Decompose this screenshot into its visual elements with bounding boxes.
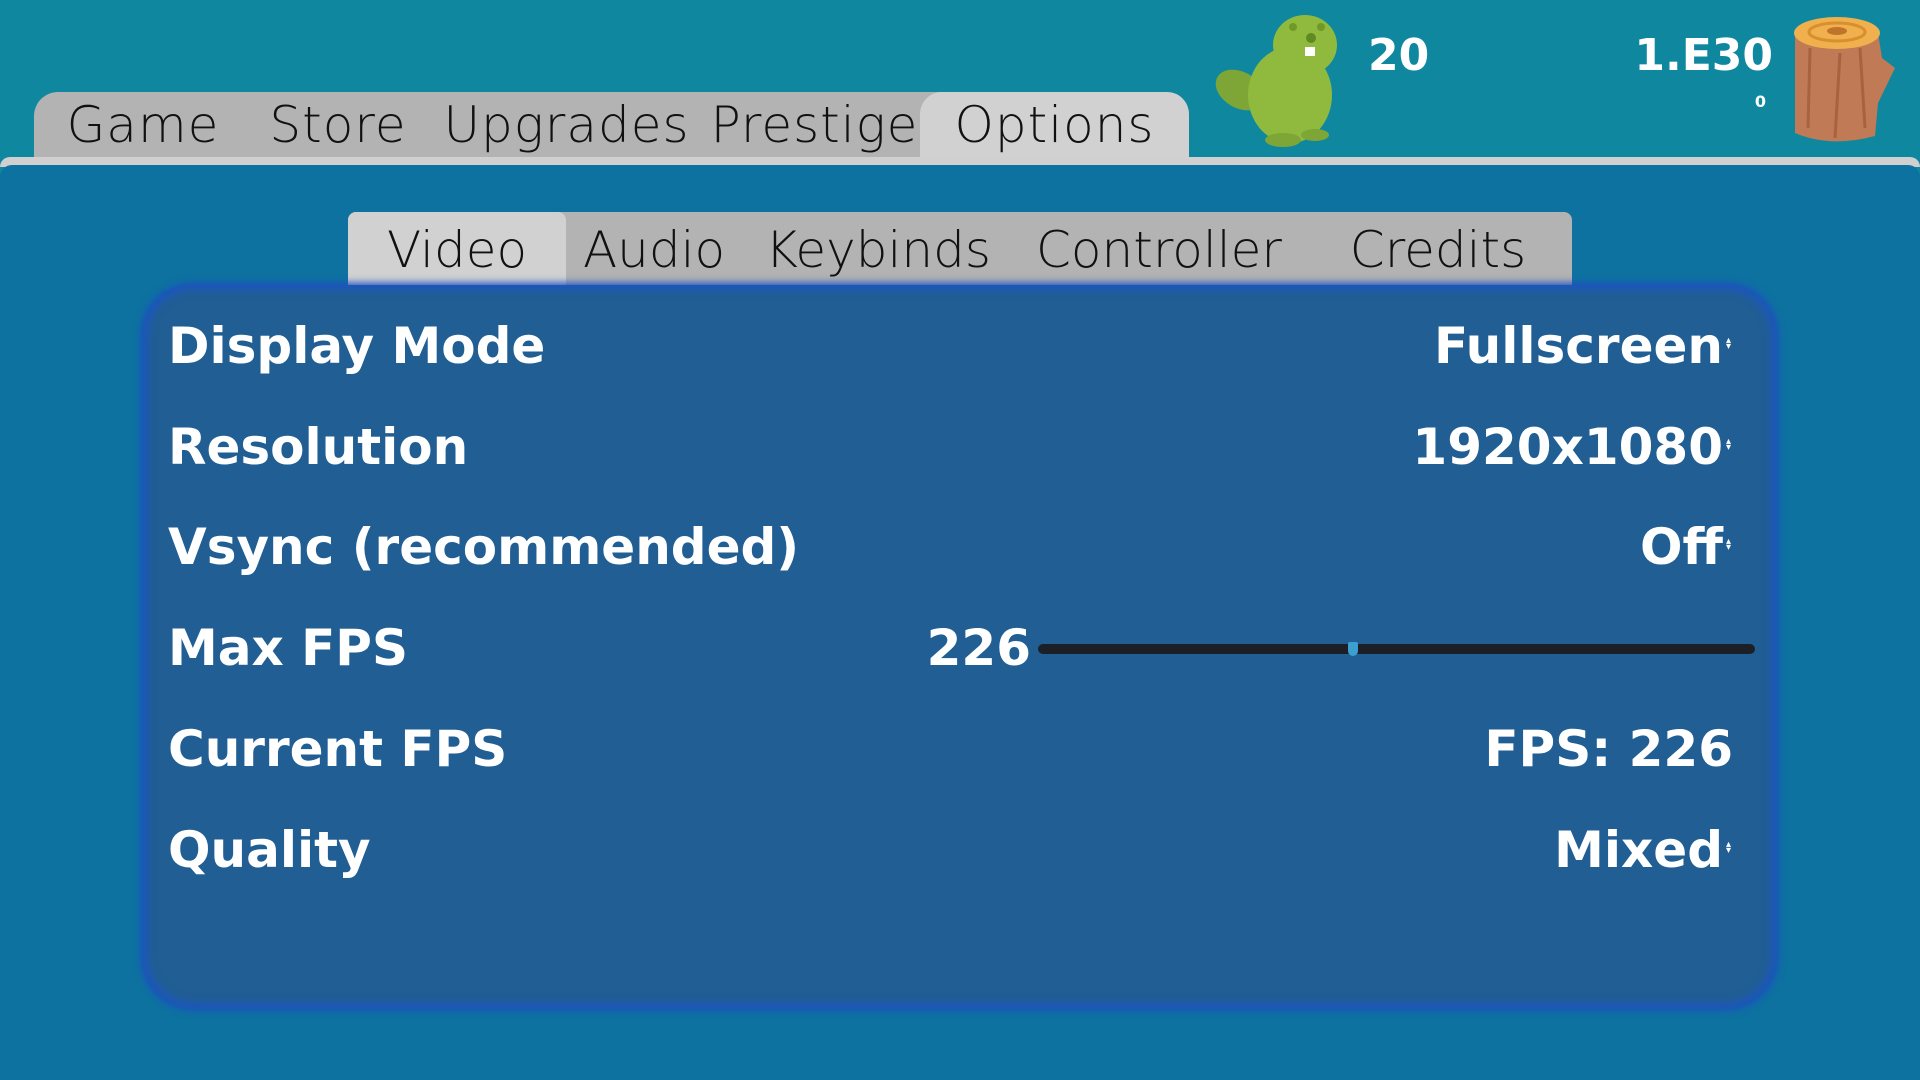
- setting-vsync: Vsync (recommended) Off ▴ ▾: [168, 507, 1753, 587]
- dropdown-arrows-icon: ▴ ▾: [1725, 839, 1731, 856]
- tab-upgrades[interactable]: Upgrades: [443, 96, 690, 154]
- setting-label: Quality: [168, 821, 371, 879]
- dropdown-arrows-icon: ▴ ▾: [1725, 436, 1731, 453]
- slider-thumb[interactable]: [1348, 642, 1359, 656]
- tab-video[interactable]: Video: [348, 212, 566, 287]
- quality-dropdown[interactable]: Mixed: [1554, 821, 1723, 879]
- setting-label: Display Mode: [168, 317, 546, 375]
- tab-prestige[interactable]: Prestige: [710, 96, 919, 154]
- wood-count: 1.E30: [1634, 30, 1773, 81]
- display-mode-dropdown[interactable]: Fullscreen: [1433, 317, 1723, 375]
- vsync-dropdown[interactable]: Off: [1639, 518, 1723, 576]
- tab-game[interactable]: Game: [66, 96, 220, 154]
- beaver-count: 20: [1368, 30, 1430, 81]
- dropdown-arrows-icon: ▴ ▾: [1725, 335, 1731, 352]
- tab-controller[interactable]: Controller: [1036, 220, 1282, 279]
- setting-label: Current FPS: [168, 720, 508, 778]
- wood-rate: 0: [1754, 92, 1766, 111]
- tab-audio[interactable]: Audio: [582, 220, 726, 279]
- resolution-dropdown[interactable]: 1920x1080: [1412, 418, 1723, 476]
- setting-label: Max FPS: [168, 619, 408, 677]
- setting-resolution: Resolution 1920x1080 ▴ ▾: [168, 407, 1753, 487]
- setting-quality: Quality Mixed ▴ ▾: [168, 810, 1753, 890]
- main-tab-bar: Game Store Upgrades Prestige Options: [34, 92, 1189, 158]
- setting-max-fps: Max FPS 226: [168, 608, 1755, 688]
- beaver-icon: [1215, 15, 1337, 147]
- log-icon: [1794, 17, 1895, 142]
- tab-keybinds[interactable]: Keybinds: [765, 220, 991, 279]
- setting-current-fps: Current FPS FPS: 226: [168, 709, 1753, 789]
- setting-display-mode: Display Mode Fullscreen ▴ ▾: [168, 306, 1753, 386]
- dropdown-arrows-icon: ▴ ▾: [1725, 536, 1731, 553]
- max-fps-value: 226: [926, 619, 1031, 677]
- tab-options[interactable]: Options: [920, 92, 1189, 158]
- setting-label: Vsync (recommended): [168, 518, 800, 576]
- setting-label: Resolution: [168, 418, 469, 476]
- options-tab-bar: Video Audio Keybinds Controller Credits: [348, 212, 1572, 287]
- current-fps-value: FPS: 226: [1484, 720, 1733, 778]
- max-fps-slider[interactable]: [1038, 642, 1755, 656]
- tab-store[interactable]: Store: [269, 96, 407, 154]
- main-panel-border: [0, 157, 1920, 167]
- tab-credits[interactable]: Credits: [1349, 220, 1527, 279]
